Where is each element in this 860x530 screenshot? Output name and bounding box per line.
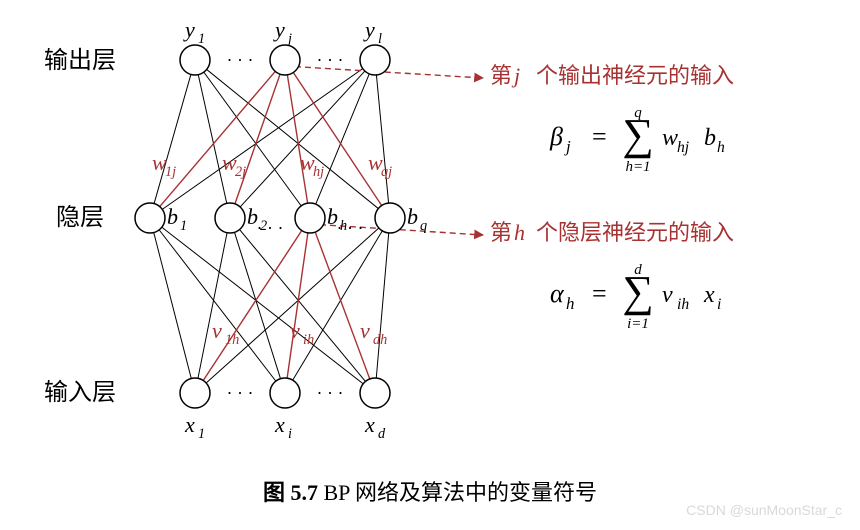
svg-text:b: b: [327, 204, 338, 229]
svg-text:x: x: [274, 412, 285, 437]
bp-network-diagram: · · ·· · ·· · ·· · ·· · ·· · ·y1yjylb1b2…: [0, 0, 860, 530]
svg-text:1j: 1j: [165, 164, 176, 180]
svg-text:i: i: [288, 426, 292, 442]
svg-text:1: 1: [180, 218, 187, 234]
svg-text:个输出神经元的输入: 个输出神经元的输入: [536, 63, 734, 88]
svg-text:=: =: [592, 122, 607, 151]
svg-text:j: j: [511, 63, 520, 88]
svg-text:q: q: [634, 105, 642, 121]
svg-text:第: 第: [490, 63, 512, 88]
svg-text:ih: ih: [303, 332, 314, 348]
svg-text:y: y: [183, 17, 195, 42]
svg-text:2: 2: [260, 218, 267, 234]
svg-text:qj: qj: [381, 164, 392, 180]
svg-text:=: =: [592, 279, 607, 308]
svg-text:隐层: 隐层: [56, 204, 104, 231]
svg-text:h=1: h=1: [625, 159, 650, 175]
svg-text:1: 1: [198, 426, 205, 442]
svg-text:ih: ih: [677, 296, 689, 313]
svg-text:· · ·: · · ·: [317, 383, 344, 403]
watermark-text: CSDN @sunMoonStar_c: [686, 502, 842, 518]
svg-text:h: h: [514, 220, 525, 245]
svg-text:w: w: [662, 125, 678, 151]
svg-text:i=1: i=1: [627, 316, 649, 332]
svg-text:v: v: [212, 318, 222, 343]
svg-text:x: x: [364, 412, 375, 437]
svg-text:j: j: [564, 137, 571, 156]
svg-text:hj: hj: [313, 164, 324, 180]
svg-text:x: x: [184, 412, 195, 437]
svg-text:i: i: [717, 296, 721, 313]
svg-text:h: h: [717, 139, 725, 156]
svg-text:· · ·: · · ·: [227, 50, 254, 70]
svg-text:y: y: [273, 17, 285, 42]
svg-text:l: l: [378, 31, 382, 47]
svg-text:输入层: 输入层: [44, 379, 116, 406]
svg-text:1: 1: [198, 31, 205, 47]
svg-text:b: b: [704, 125, 716, 151]
svg-text:q: q: [420, 218, 427, 234]
svg-text:α: α: [550, 279, 565, 308]
svg-text:b: b: [167, 204, 178, 229]
svg-text:v: v: [360, 318, 370, 343]
svg-text:dh: dh: [373, 332, 387, 348]
svg-text:图 5.7 BP 网络及算法中的变量符号: 图 5.7 BP 网络及算法中的变量符号: [263, 480, 597, 505]
svg-text:b: b: [407, 204, 418, 229]
svg-text:y: y: [363, 17, 375, 42]
svg-text:b: b: [247, 204, 258, 229]
svg-text:h: h: [340, 218, 347, 234]
svg-text:d: d: [634, 262, 642, 278]
svg-text:v: v: [290, 318, 300, 343]
svg-text:hj: hj: [677, 139, 689, 156]
svg-text:h: h: [566, 294, 574, 313]
svg-text:x: x: [703, 282, 715, 308]
svg-text:· · ·: · · ·: [227, 383, 254, 403]
svg-text:2j: 2j: [235, 164, 246, 180]
svg-text:· · ·: · · ·: [317, 50, 344, 70]
svg-text:v: v: [662, 282, 673, 308]
svg-text:1h: 1h: [225, 332, 239, 348]
svg-text:d: d: [378, 426, 386, 442]
svg-text:β: β: [549, 122, 563, 151]
svg-text:第: 第: [490, 220, 512, 245]
svg-text:个隐层神经元的输入: 个隐层神经元的输入: [536, 220, 734, 245]
svg-text:输出层: 输出层: [44, 47, 116, 74]
